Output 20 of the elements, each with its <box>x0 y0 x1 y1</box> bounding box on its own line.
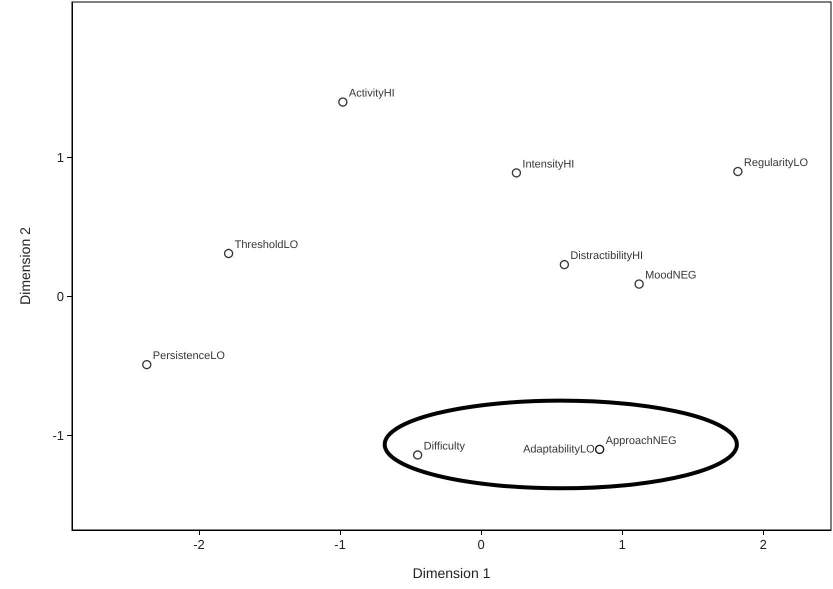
y-axis-title: Dimension 2 <box>17 226 33 305</box>
x-tick-label: 1 <box>618 537 626 552</box>
x-tick-label: -2 <box>193 537 205 552</box>
y-tick-label: 0 <box>56 289 64 304</box>
annotation: PersistenceLO <box>152 350 226 362</box>
x-tick-label: 2 <box>760 537 767 552</box>
x-tick-label: 0 <box>478 537 485 552</box>
annotation: RegularityLO <box>744 157 809 170</box>
annotation: DistractibilityHI <box>570 250 644 262</box>
annotation: ThresholdLO <box>234 238 299 251</box>
annotation: Difficulty <box>424 440 466 452</box>
annotation: AdaptabilityLO <box>523 443 596 456</box>
y-tick-label: -1 <box>52 428 64 444</box>
annotation: IntensityHI <box>522 158 574 170</box>
y-tick-label: 1 <box>56 150 64 166</box>
x-axis-title: Dimension 1 <box>412 565 491 581</box>
annotation: ApproachNEG <box>606 434 677 447</box>
x-tick-label: -1 <box>334 537 346 552</box>
annotation: ActivityHI <box>348 88 395 100</box>
annotation: MoodNEG <box>645 270 696 282</box>
